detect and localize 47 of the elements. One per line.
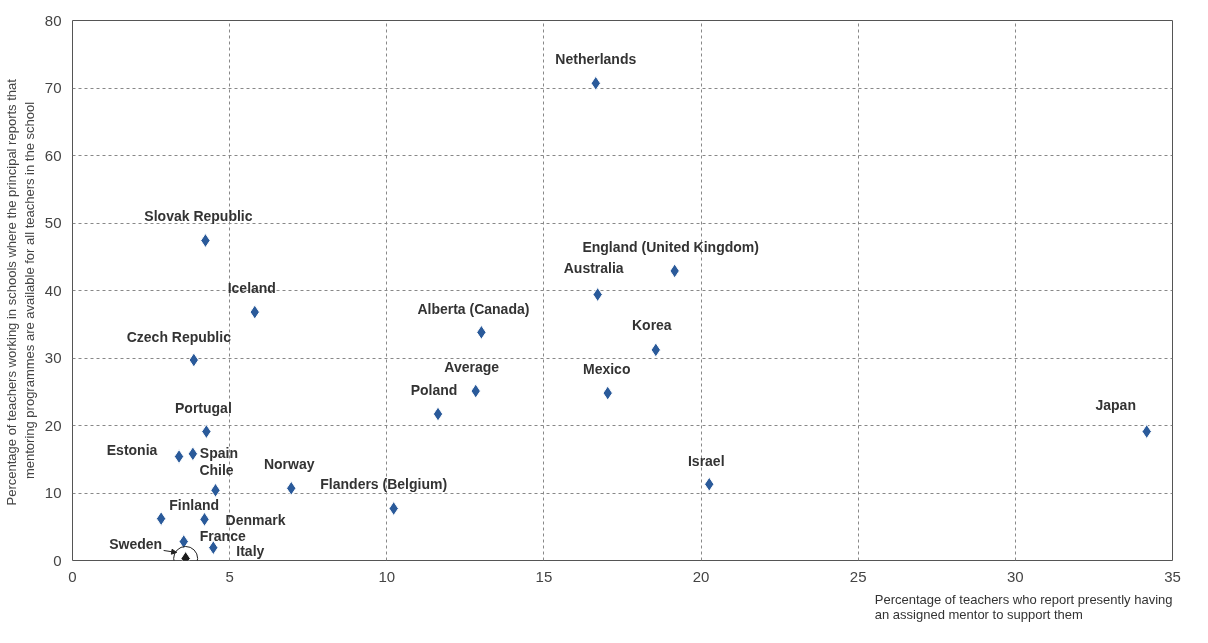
- x-tick-label: 20: [692, 567, 710, 585]
- annotation: Norway: [263, 456, 315, 473]
- y-tick-label: 70: [44, 79, 62, 96]
- annotation: Poland: [410, 382, 458, 399]
- annotation: Czech Republic: [126, 329, 232, 346]
- y-tick-label: 40: [44, 281, 62, 299]
- point: [173, 449, 185, 465]
- annotation: Mexico: [583, 361, 631, 378]
- annotation: France: [199, 527, 246, 544]
- y-tick-label: 0: [53, 551, 62, 569]
- x-tick-label: 0: [68, 567, 77, 585]
- annotation: Slovak Republic: [144, 207, 253, 224]
- y-tick-label: 60: [44, 146, 62, 164]
- x-tick-label: 5: [225, 567, 234, 585]
- x-tick-label: 10: [378, 567, 396, 585]
- point: [187, 446, 199, 462]
- y-axis-title: Percentage of teachers working in schools where the principal reports that mentoring programmes are available for all teachers in the school: [3, 78, 37, 506]
- annotation: Portugal: [175, 399, 232, 416]
- x-tick-label: 25: [849, 567, 867, 585]
- y-tick-label: 30: [44, 349, 62, 366]
- annotation: Chile: [199, 462, 234, 479]
- annotation: Iceland: [227, 280, 276, 297]
- annotation: Korea: [631, 316, 672, 333]
- y-tick-label: 10: [44, 484, 62, 501]
- annotation: Flanders (Belgium): [320, 475, 448, 492]
- annotation: Sweden: [109, 536, 163, 553]
- annotation: Australia: [563, 259, 624, 276]
- x-tick-label: 30: [1007, 567, 1024, 585]
- x-axis-title: Percentage of teachers who report presently having an assigned mentor to support them: [874, 591, 1173, 622]
- annotation: Spain: [199, 444, 238, 461]
- annotation: Alberta (Canada): [417, 301, 530, 318]
- y-tick-label: 20: [44, 416, 62, 434]
- annotation: Finland: [169, 496, 220, 513]
- x-tick-label: 15: [535, 567, 553, 585]
- x-tick-label: 35: [1164, 567, 1181, 585]
- annotation: Netherlands: [555, 51, 637, 68]
- annotation: Denmark: [225, 512, 286, 529]
- annotation: England (United Kingdom): [582, 238, 759, 255]
- annotation: Israel: [687, 453, 725, 470]
- y-tick-label: 50: [44, 214, 62, 231]
- annotation: Japan: [1095, 396, 1136, 413]
- y-tick-label: 80: [44, 11, 62, 29]
- point: [155, 511, 167, 527]
- annotation: Estonia: [106, 441, 158, 458]
- annotation: Italy: [236, 542, 265, 559]
- point: [432, 406, 444, 422]
- annotation: Average: [444, 359, 500, 376]
